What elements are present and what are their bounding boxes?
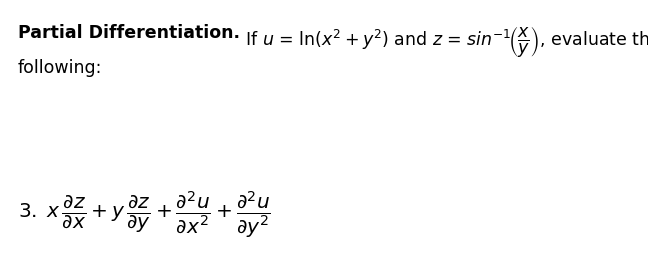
- Text: If $u$ = ln($x^2 + y^2$) and $z$ = $\mathit{sin}^{-1}\!\left(\dfrac{x}{y}\right): If $u$ = ln($x^2 + y^2$) and $z$ = $\mat…: [240, 24, 648, 59]
- Text: Partial Differentiation.: Partial Differentiation.: [18, 24, 240, 42]
- Text: following:: following:: [18, 59, 102, 77]
- Text: $3.\; x\,\dfrac{\partial z}{\partial x} + y\,\dfrac{\partial z}{\partial y} + \d: $3.\; x\,\dfrac{\partial z}{\partial x} …: [18, 189, 271, 240]
